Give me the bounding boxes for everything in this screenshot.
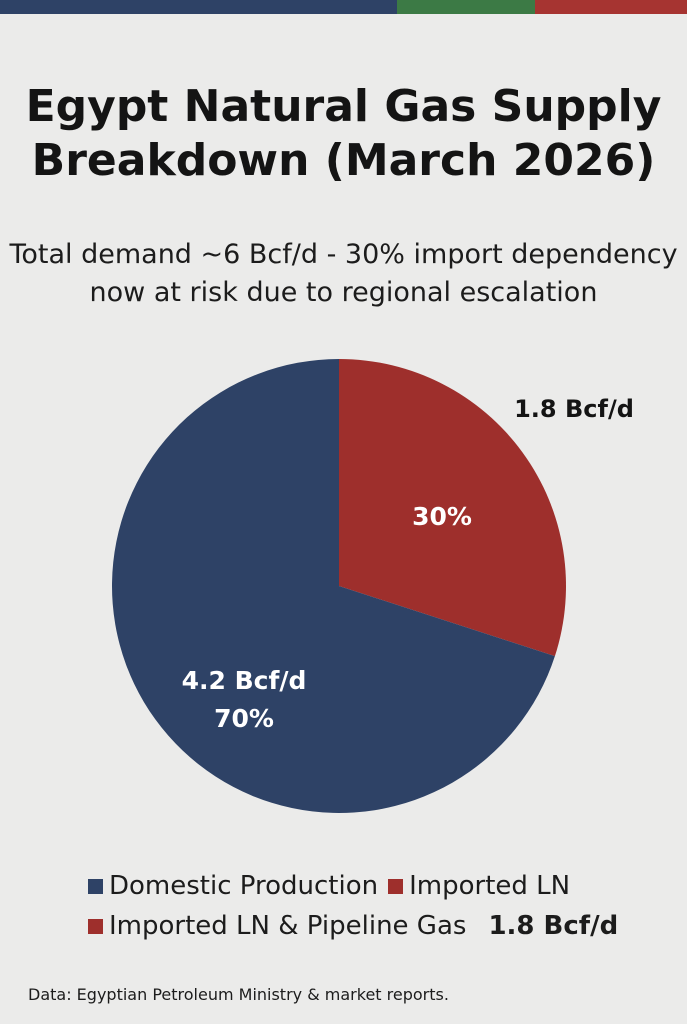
legend-swatch-imported-ln bbox=[388, 878, 404, 894]
legend-row-1: Domestic Production Imported LN bbox=[88, 866, 618, 906]
imported-percent-label: 30% bbox=[412, 502, 472, 531]
domestic-value-label: 4.2 Bcf/d bbox=[182, 666, 307, 695]
legend-label-imported-pipeline: Imported LN & Pipeline Gas bbox=[109, 911, 467, 941]
imported-value-label: 1.8 Bcf/d bbox=[514, 395, 634, 423]
top-bar-green bbox=[397, 0, 535, 14]
legend-swatch-imported-pipeline bbox=[88, 918, 103, 934]
legend-row-2: Imported LN & Pipeline Gas 1.8 Bcf/d bbox=[88, 906, 618, 946]
top-color-bar bbox=[0, 0, 687, 14]
legend-label-imported-ln: Imported LN bbox=[409, 871, 571, 901]
chart-subtitle: Total demand ~6 Bcf/d - 30% import depen… bbox=[0, 236, 687, 312]
legend-value-imported-pipeline: 1.8 Bcf/d bbox=[488, 911, 619, 941]
legend-label-domestic: Domestic Production bbox=[109, 871, 379, 901]
chart-legend: Domestic Production Imported LN Imported… bbox=[88, 866, 618, 946]
legend-swatch-domestic bbox=[88, 878, 103, 894]
top-bar-red bbox=[535, 0, 687, 14]
domestic-percent-label: 70% bbox=[214, 704, 274, 733]
chart-title-line-2: Breakdown (March 2026) bbox=[31, 135, 656, 186]
chart-subtitle-line-1: Total demand ~6 Bcf/d - 30% import depen… bbox=[9, 239, 678, 270]
pie-slice-imported bbox=[339, 359, 566, 657]
pie-chart: 1.8 Bcf/d 30% 4.2 Bcf/d 70% bbox=[111, 359, 634, 814]
data-source-note: Data: Egyptian Petroleum Ministry & mark… bbox=[28, 985, 449, 1004]
chart-subtitle-line-2: now at risk due to regional escalation bbox=[89, 277, 598, 308]
chart-title-line-1: Egypt Natural Gas Supply bbox=[25, 81, 662, 132]
pie-slice-domestic bbox=[111, 359, 555, 814]
top-bar-blue bbox=[0, 0, 397, 14]
chart-title: Egypt Natural Gas Supply Breakdown (Marc… bbox=[0, 80, 687, 188]
